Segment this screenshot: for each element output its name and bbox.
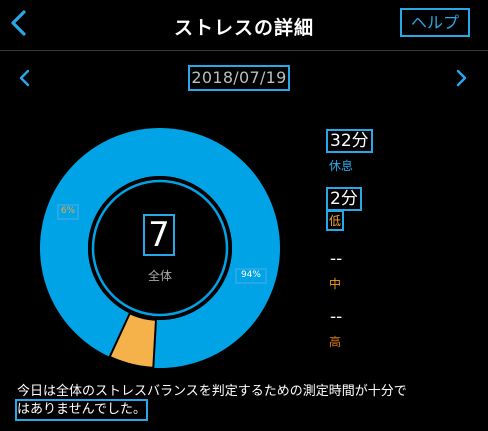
message-line-2: はありませんでした。: [15, 399, 148, 421]
overall-label: 全体: [147, 269, 172, 283]
chevron-left-icon: [19, 69, 30, 87]
low-duration: 2分: [326, 187, 362, 211]
rest-percent-label: 94%: [235, 268, 267, 284]
previous-day-button[interactable]: [14, 66, 36, 90]
rest-label: 休息: [329, 159, 354, 173]
chevron-left-icon: [11, 10, 26, 36]
legend-low: 2分 低: [325, 187, 362, 231]
low-label: 低: [325, 210, 345, 231]
high-label: 高: [329, 335, 342, 349]
date-label: 2018/07/19: [188, 65, 290, 91]
rest-duration: 32分: [326, 129, 373, 153]
mid-label: 中: [329, 277, 342, 291]
donut-segment-rest: [40, 128, 281, 369]
insufficient-data-message: 今日は全体のストレスバランスを判定するための測定時間が十分で はありませんでした…: [15, 383, 477, 421]
legend-rest: 32分 休息: [326, 129, 373, 174]
back-button[interactable]: [6, 6, 32, 40]
legend-high: -- 高: [328, 307, 344, 350]
donut-svg: [40, 128, 281, 369]
help-button[interactable]: ヘルプ: [400, 8, 470, 37]
inner-ring: [91, 179, 229, 317]
overall-stress-value: 7: [143, 214, 175, 256]
high-duration: --: [330, 307, 343, 327]
stress-donut-chart: [30, 118, 290, 378]
next-day-button[interactable]: [450, 66, 472, 90]
chevron-right-icon: [456, 69, 467, 87]
legend-mid: -- 中: [328, 249, 344, 292]
nav-header: ストレスの詳細 ヘルプ: [0, 0, 488, 51]
donut-hole: [88, 176, 232, 320]
low-percent-label: 6%: [57, 204, 79, 220]
page-title: ストレスの詳細: [173, 17, 314, 39]
header-divider: [0, 50, 488, 51]
mid-duration: --: [330, 249, 343, 269]
date-navigation: 2018/07/19: [0, 62, 488, 94]
message-line-1: 今日は全体のストレスバランスを判定するための測定時間が十分で: [17, 384, 407, 399]
